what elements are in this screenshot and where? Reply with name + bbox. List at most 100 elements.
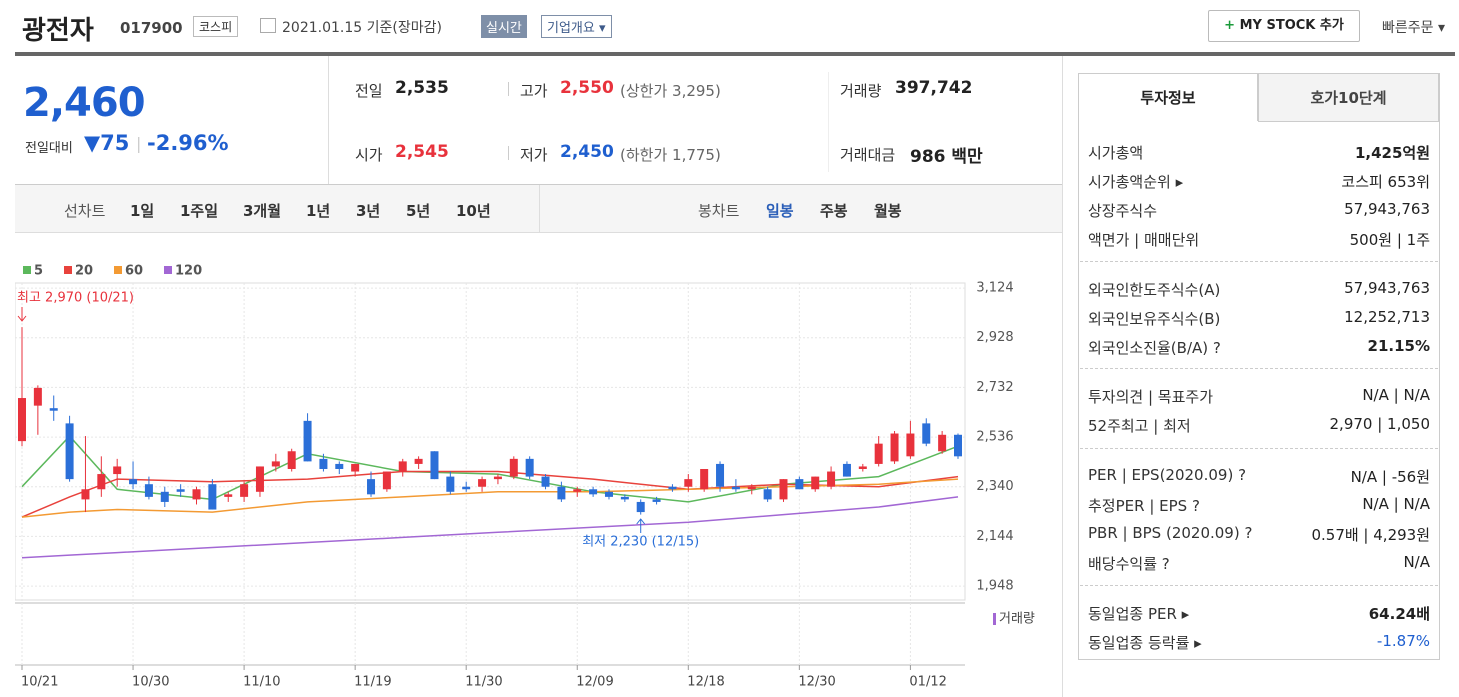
candle-body	[493, 476, 502, 480]
volume-legend-swatch	[993, 613, 996, 625]
period-label: 봉차트	[698, 202, 740, 220]
x-tick-label: 01/12	[909, 675, 946, 690]
period-item[interactable]: 1년	[306, 202, 331, 220]
candle-body	[160, 491, 169, 502]
candle-body	[811, 476, 820, 490]
candle-body	[747, 486, 756, 490]
tab[interactable]: 호가10단계	[1258, 73, 1439, 122]
candle-body	[319, 458, 328, 469]
candle-body	[192, 489, 201, 500]
period-item[interactable]: 3개월	[243, 202, 282, 220]
summary-label: 거래대금	[840, 146, 896, 164]
period-bar	[15, 185, 1062, 233]
candle-body	[700, 468, 709, 490]
section-rule	[1080, 448, 1438, 449]
info-label: PBR | BPS (2020.09) ?	[1088, 524, 1253, 542]
candle-body	[129, 479, 138, 485]
low-annotation: 최저 2,230 (12/15)	[582, 535, 699, 550]
divider	[508, 82, 509, 96]
company-button[interactable]: 기업개요 ▾	[541, 15, 612, 38]
candle-body	[176, 489, 185, 492]
period-item[interactable]: 일봉	[766, 202, 794, 220]
divider	[1062, 56, 1063, 697]
candle-body	[573, 489, 582, 492]
candle-body	[906, 433, 915, 457]
period-item[interactable]: 월봉	[874, 202, 902, 220]
summary-value: 986 백만	[910, 147, 983, 167]
candle-body	[541, 476, 550, 487]
info-value: N/A | N/A	[1362, 495, 1430, 513]
info-label: 시가총액	[1088, 144, 1144, 162]
period-item[interactable]: 1주일	[180, 202, 219, 220]
candle-body	[636, 501, 645, 513]
mystock-button[interactable]: + MY STOCK 추가	[1208, 10, 1360, 42]
section-rule	[1080, 261, 1438, 262]
summary-label: 거래량	[840, 82, 882, 100]
candle-body	[731, 486, 740, 490]
y-tick-label: 3,124	[976, 281, 1013, 296]
candle-body	[589, 489, 598, 495]
quick-order[interactable]: 빠른주문 ▾	[1382, 20, 1446, 36]
candle-body	[382, 471, 391, 490]
summary-label: 저가	[520, 146, 548, 164]
period-item[interactable]: 주봉	[820, 202, 848, 220]
candle-body	[49, 408, 58, 411]
y-tick-label: 2,732	[976, 380, 1013, 395]
volume-legend: 거래량	[999, 612, 1035, 627]
y-tick-label: 2,144	[976, 529, 1013, 544]
candle-body	[890, 433, 899, 462]
candle-body	[620, 496, 629, 500]
market-badge: 코스피	[193, 16, 239, 37]
summary-extra: (상한가 3,295)	[620, 82, 721, 100]
candle-body	[668, 486, 677, 490]
candle-body	[604, 491, 613, 497]
date: 2021.01.15 기준(장마감)	[282, 20, 442, 36]
candle-body	[557, 486, 566, 500]
candle-body	[779, 479, 788, 500]
candle-body	[525, 458, 534, 477]
info-label: 추정PER | EPS ?	[1088, 497, 1200, 515]
candle-body	[462, 486, 471, 490]
current-price: 2,460	[23, 80, 146, 126]
tab[interactable]: 투자정보	[1078, 73, 1258, 121]
quick-label: 빠른주문	[1382, 20, 1434, 36]
candle-body	[842, 463, 851, 477]
candle-body	[287, 451, 296, 469]
candle-body	[367, 479, 376, 495]
sep: |	[136, 134, 142, 153]
candle-body	[684, 479, 693, 487]
info-value: N/A | -56원	[1350, 468, 1430, 486]
candle-body	[763, 489, 772, 500]
period-item[interactable]: 1일	[130, 202, 155, 220]
candle-body	[509, 458, 518, 477]
realtime-badge[interactable]: 실시간	[481, 15, 527, 38]
low-arrow	[636, 518, 646, 533]
candle-body	[954, 434, 962, 457]
info-value: 64.24배	[1368, 605, 1430, 623]
candle-body	[303, 420, 312, 462]
chart: 1,948 2,144 2,340 2,536 2,732 2,928 3,124 10/21…	[15, 264, 1035, 690]
info-value: 57,943,763	[1344, 279, 1430, 297]
change-value: 75	[100, 131, 130, 155]
stock-code: 017900	[120, 19, 183, 37]
price-panel	[15, 56, 1063, 185]
header-rule	[15, 52, 1455, 56]
period-item[interactable]: 3년	[356, 202, 381, 220]
change-rate: -2.96%	[147, 131, 229, 155]
candle-body	[446, 476, 455, 492]
divider	[508, 146, 509, 160]
summary-value: 2,450	[560, 142, 614, 162]
info-label: 외국인보유주식수(B)	[1088, 310, 1221, 328]
candle-body	[33, 387, 42, 406]
summary-value: 2,545	[395, 142, 449, 162]
summary-value: 397,742	[895, 78, 973, 98]
period-item[interactable]: 5년	[406, 202, 431, 220]
info-value: N/A | N/A	[1362, 386, 1430, 404]
period-item[interactable]: 10년	[456, 202, 491, 220]
info-label: 동일업종 PER ▸	[1088, 605, 1190, 623]
candle-body	[81, 489, 90, 500]
divider	[328, 56, 329, 184]
y-tick-label: 2,536	[976, 430, 1013, 445]
x-tick-label: 12/09	[576, 675, 613, 690]
